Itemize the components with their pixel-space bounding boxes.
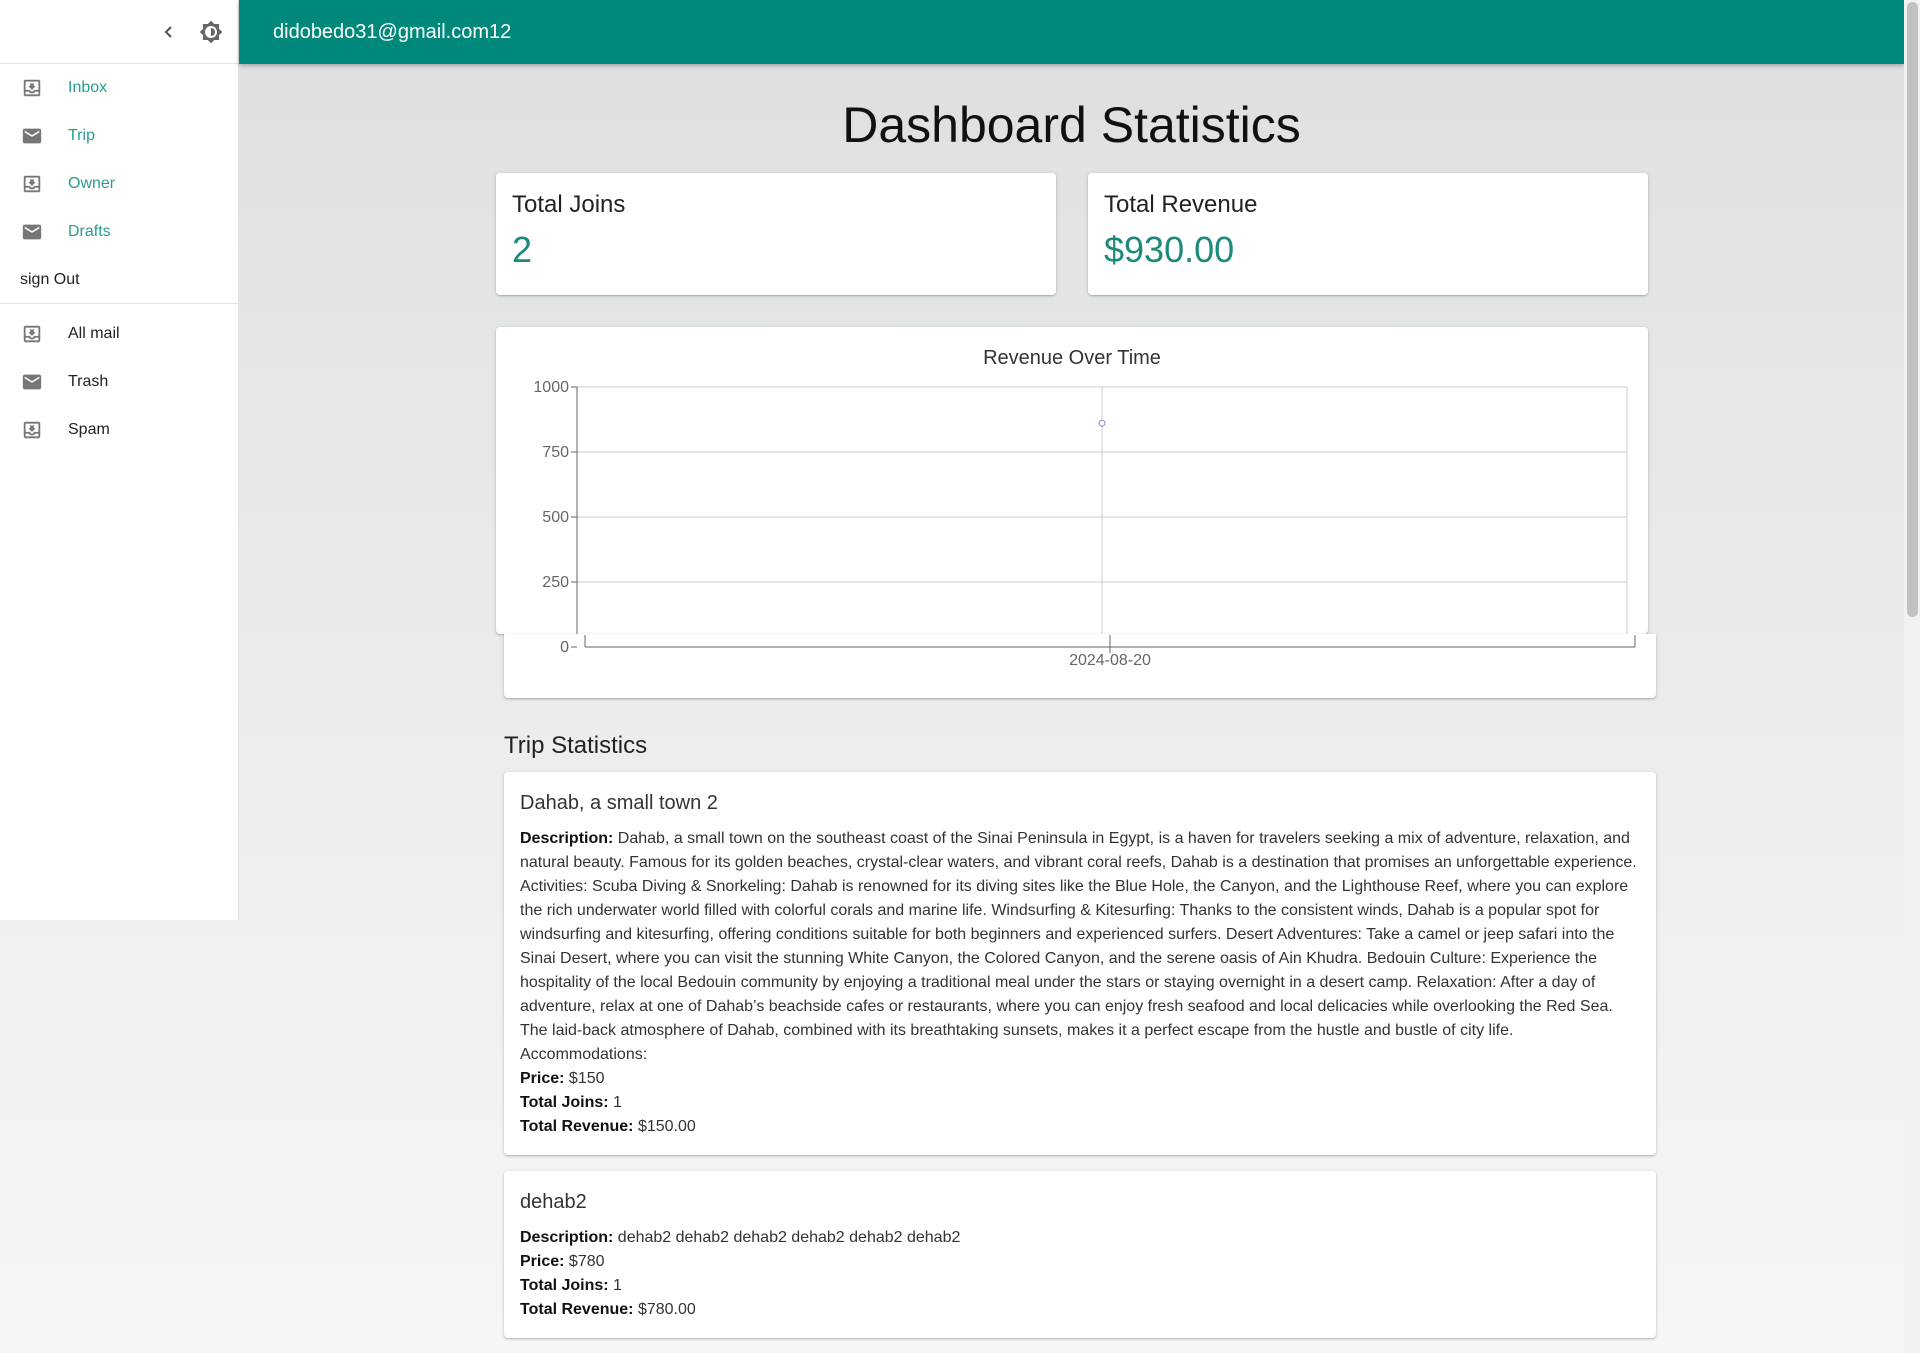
- page-scrollbar[interactable]: [1904, 0, 1920, 1353]
- trip-revenue: Total Revenue: $150.00: [520, 1115, 1640, 1139]
- trip-description: Description: dehab2 dehab2 dehab2 dehab2…: [520, 1226, 1640, 1250]
- trip-card: Dahab, a small town 2 Description: Dahab…: [504, 772, 1656, 1155]
- mail-icon: [20, 124, 44, 148]
- sidebar-item-label: Spam: [68, 421, 110, 438]
- sidebar-item-label: Inbox: [68, 79, 108, 96]
- sidebar-item-owner[interactable]: Owner: [0, 160, 238, 208]
- field-label: Total Revenue:: [520, 1301, 634, 1318]
- theme-toggle-button[interactable]: [198, 19, 224, 45]
- x-tick-label: 2024-08-20: [1069, 652, 1151, 669]
- trip-joins: Total Joins: 1: [520, 1274, 1640, 1298]
- joins-value: 1: [613, 1277, 622, 1294]
- field-label: Description:: [520, 830, 614, 847]
- field-label: Description:: [520, 1229, 614, 1246]
- joins-value: 1: [613, 1094, 622, 1111]
- revenue-chart: 0 250 500 750 1000 2024-08-20: [533, 379, 1636, 669]
- brightness-icon: [199, 20, 223, 43]
- sidebar-item-label: Drafts: [68, 223, 111, 240]
- y-tick-label: 1000: [533, 379, 569, 396]
- chart-marks: [1098, 419, 1106, 427]
- sidebar-item-drafts[interactable]: Drafts: [0, 208, 238, 256]
- mail-icon: [20, 220, 44, 244]
- mail-icon: [20, 370, 44, 394]
- sidebar-item-label: Owner: [68, 175, 116, 192]
- trip-statistics-heading: Trip Statistics: [504, 732, 648, 759]
- y-tick-label: 250: [542, 574, 569, 591]
- chart-title: Revenue Over Time: [983, 347, 1161, 369]
- trip-joins: Total Joins: 1: [520, 1091, 1640, 1115]
- scrollbar-thumb[interactable]: [1907, 2, 1918, 617]
- description-text: dehab2 dehab2 dehab2 dehab2 dehab2 dehab…: [617, 1229, 961, 1246]
- total-joins-card: Total Joins 2: [496, 173, 1056, 295]
- user-email: didobedo31@gmail.com12: [273, 20, 512, 43]
- collapse-sidebar-button[interactable]: [156, 19, 182, 45]
- trip-name: dehab2: [520, 1191, 587, 1213]
- sidebar-header: [0, 0, 238, 64]
- trip-card: dehab2 Description: dehab2 dehab2 dehab2…: [504, 1171, 1656, 1338]
- trip-name: Dahab, a small town 2: [520, 792, 718, 814]
- chart-grid: [577, 386, 1628, 634]
- secondary-nav: All mail Trash Spam: [0, 304, 238, 454]
- inbox-icon: [20, 172, 44, 196]
- trip-price: Price: $150: [520, 1067, 1640, 1091]
- inbox-icon: [20, 418, 44, 442]
- stat-value: 2: [512, 229, 533, 270]
- sidebar-item-label: Trip: [68, 127, 95, 144]
- trip-price: Price: $780: [520, 1250, 1640, 1274]
- page-title: Dashboard Statistics: [842, 97, 1301, 153]
- sidebar-item-inbox[interactable]: Inbox: [0, 64, 238, 112]
- sign-out-button[interactable]: sign Out: [0, 256, 238, 304]
- inbox-icon: [20, 76, 44, 100]
- total-revenue-card: Total Revenue $930.00: [1088, 173, 1648, 295]
- sidebar-item-all-mail[interactable]: All mail: [0, 310, 238, 358]
- primary-nav: Inbox Trip Owner Drafts sign Out: [0, 64, 238, 304]
- price-value: $150: [568, 1070, 605, 1087]
- description-text: Dahab, a small town on the southeast coa…: [520, 830, 1637, 1063]
- sidebar-item-label: Trash: [68, 373, 109, 390]
- field-label: Total Revenue:: [520, 1118, 634, 1135]
- sidebar-item-trash[interactable]: Trash: [0, 358, 238, 406]
- inbox-icon: [20, 322, 44, 346]
- field-label: Total Joins:: [520, 1277, 609, 1294]
- sidebar-item-label: All mail: [68, 325, 120, 342]
- y-tick-label: 750: [542, 444, 569, 461]
- trip-description: Description: Dahab, a small town on the …: [520, 827, 1640, 1067]
- price-value: $780: [568, 1253, 605, 1270]
- data-point: [1098, 419, 1106, 427]
- app-bar: didobedo31@gmail.com12: [239, 0, 1904, 64]
- revenue-chart-card-lower: [504, 634, 1656, 698]
- chart-ticks: 0 250 500 750 1000 2024-08-20: [533, 379, 1151, 669]
- revenue-chart-card: Revenue Over Time: [496, 327, 1648, 634]
- trip-revenue: Total Revenue: $780.00: [520, 1298, 1640, 1322]
- field-label: Total Joins:: [520, 1094, 609, 1111]
- chevron-left-icon: [164, 25, 172, 38]
- stat-label: Total Joins: [512, 191, 626, 218]
- y-tick-label: 0: [560, 639, 569, 656]
- revenue-value: $150.00: [637, 1118, 696, 1135]
- stat-label: Total Revenue: [1104, 191, 1258, 218]
- field-label: Price:: [520, 1070, 565, 1087]
- y-tick-label: 500: [542, 509, 569, 526]
- sidebar: Inbox Trip Owner Drafts sign Out All mai…: [0, 0, 239, 920]
- revenue-value: $780.00: [637, 1301, 696, 1318]
- field-label: Price:: [520, 1253, 565, 1270]
- sidebar-item-spam[interactable]: Spam: [0, 406, 238, 454]
- sidebar-item-trip[interactable]: Trip: [0, 112, 238, 160]
- stat-value: $930.00: [1104, 229, 1235, 270]
